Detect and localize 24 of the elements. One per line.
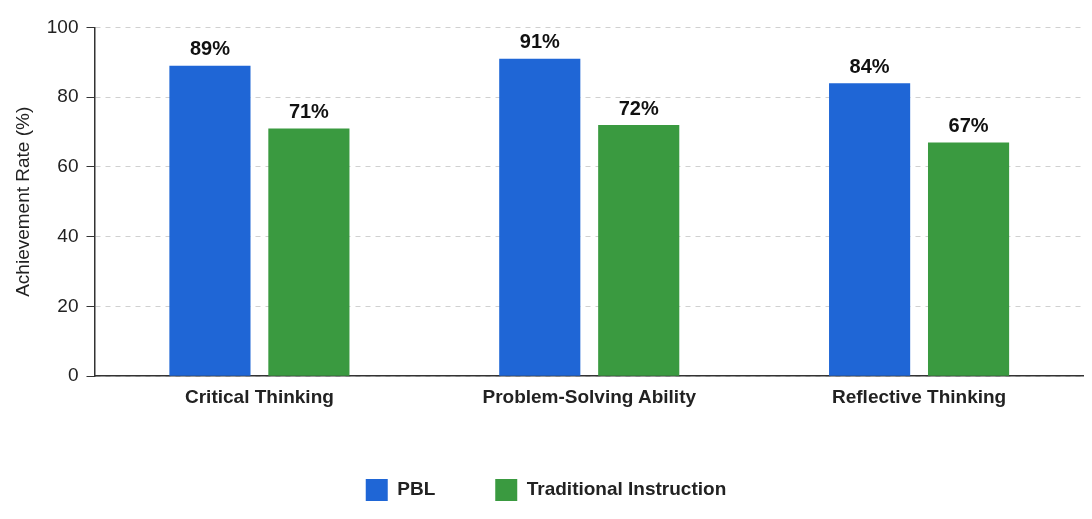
bar [499, 58, 581, 376]
legend-label: Traditional Instruction [526, 478, 727, 500]
data-label: 72% [618, 96, 659, 119]
bar [829, 83, 911, 376]
bar [169, 65, 251, 376]
data-label: 71% [288, 100, 330, 123]
y-tick-label: 40 [57, 224, 79, 246]
y-tick-label: 60 [57, 155, 79, 177]
legend-label: PBL [397, 478, 436, 500]
y-tick-label: 20 [57, 294, 79, 316]
bar [927, 142, 1010, 376]
bar [268, 128, 350, 376]
data-label: 89% [189, 37, 231, 60]
bar [598, 125, 680, 376]
x-tick-label: Reflective Thinking [831, 385, 1007, 407]
y-tick-label: 80 [57, 85, 79, 107]
x-tick-label: Critical Thinking [184, 385, 334, 407]
data-label: 91% [519, 30, 561, 53]
x-tick-label: Problem-Solving Ability [482, 385, 697, 407]
data-label: 67% [948, 114, 989, 137]
y-axis-title: Achievement Rate (%) [11, 106, 33, 297]
y-tick-label: 0 [67, 364, 79, 386]
y-tick-label: 100 [46, 15, 79, 37]
data-label: 84% [849, 54, 890, 77]
